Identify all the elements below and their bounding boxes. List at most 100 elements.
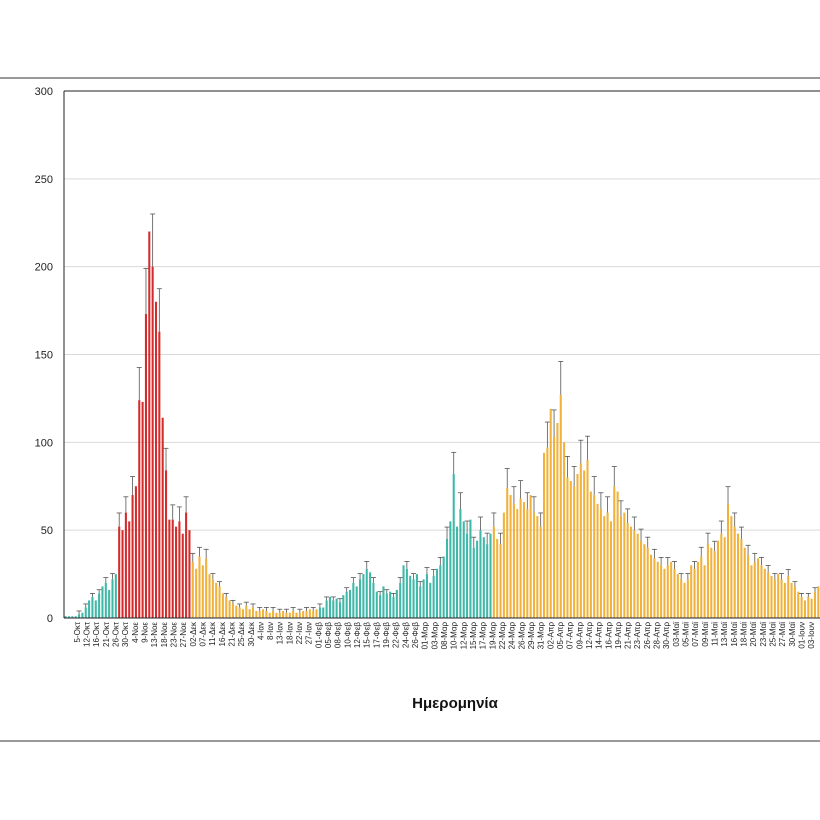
bar — [445, 538, 449, 618]
bar — [67, 616, 71, 618]
bar — [526, 509, 529, 618]
bar — [696, 561, 699, 618]
bar — [456, 526, 459, 618]
x-tick-label: 15-Φεβ — [363, 622, 372, 649]
x-tick-label: 02-Απρ — [546, 622, 555, 649]
bar — [486, 544, 489, 618]
bar — [797, 591, 800, 618]
bar — [198, 556, 201, 618]
bar — [783, 582, 786, 618]
bar — [348, 589, 352, 618]
bar — [593, 495, 596, 618]
bar — [489, 533, 492, 618]
y-tick-label: 300 — [35, 86, 53, 98]
x-tick-label: 26-Φεβ — [411, 622, 420, 649]
bar — [318, 607, 321, 618]
bar — [255, 610, 258, 618]
bar — [228, 600, 231, 618]
bar — [395, 589, 398, 618]
y-tick-label: 50 — [41, 525, 53, 537]
x-tick-label: 27-Μαϊ — [778, 622, 787, 647]
bar — [158, 331, 161, 618]
x-tick-label: 29-Μαρ — [527, 622, 536, 650]
bar — [723, 537, 726, 618]
x-tick-label: 03-Μαϊ — [672, 622, 681, 647]
bar — [686, 579, 689, 618]
x-tick-label: 23-Μαϊ — [759, 622, 768, 647]
bar — [144, 314, 147, 618]
bar — [653, 558, 656, 618]
bar — [579, 463, 582, 618]
x-tick-label: 21-Δεκ — [227, 621, 236, 646]
bar — [104, 582, 107, 618]
bar — [241, 609, 245, 618]
bar — [673, 568, 676, 618]
bar — [98, 593, 101, 618]
x-tick-label: 01-Μαρ — [421, 622, 430, 650]
y-tick-label: 250 — [35, 174, 53, 186]
bar — [777, 574, 780, 618]
bar — [131, 495, 134, 618]
bar — [730, 516, 733, 618]
bar — [94, 600, 97, 618]
bar — [168, 519, 171, 618]
bar — [328, 596, 331, 618]
bar — [763, 568, 766, 618]
bar — [817, 586, 820, 618]
bar — [71, 616, 74, 618]
x-tick-label: 05-Απρ — [556, 622, 565, 649]
bar — [566, 477, 569, 618]
bar — [138, 400, 141, 618]
bar — [342, 595, 345, 618]
bar — [737, 533, 740, 618]
bar — [563, 442, 566, 618]
bar — [215, 582, 218, 618]
bar — [372, 582, 375, 618]
bar — [128, 521, 131, 618]
x-tick-label: 11-Μαϊ — [711, 622, 720, 646]
x-tick-label: 9-Νοε — [140, 622, 149, 643]
bar — [118, 526, 121, 618]
bar — [469, 519, 472, 618]
y-tick-label: 100 — [35, 437, 53, 449]
bar — [539, 526, 542, 618]
bar — [589, 491, 592, 618]
bar — [452, 473, 455, 618]
bar — [345, 591, 348, 618]
bar — [108, 589, 111, 618]
bar — [365, 568, 368, 618]
bar — [419, 586, 422, 618]
bar — [439, 565, 442, 618]
y-tick-label: 0 — [47, 613, 53, 625]
bar — [690, 565, 693, 618]
bar — [800, 596, 803, 618]
bar — [559, 394, 562, 618]
x-tick-label: 8-Ιαν — [266, 622, 275, 640]
bar — [813, 591, 817, 618]
x-tick-label: 07-Απρ — [566, 622, 575, 649]
bar — [352, 582, 355, 618]
x-tick-label: 16-Οκτ — [92, 621, 101, 647]
bar — [472, 547, 475, 618]
bar — [335, 598, 338, 618]
bar — [556, 423, 559, 618]
bar — [603, 516, 606, 618]
x-tick-label: 01-Φεβ — [314, 622, 323, 649]
bar — [773, 579, 776, 618]
x-tick-label: 24-Μαρ — [508, 622, 517, 650]
bar — [435, 568, 439, 618]
bar — [459, 509, 462, 618]
x-tick-label: 25-Δεκ — [237, 621, 246, 646]
bar — [576, 473, 579, 618]
bar — [643, 544, 646, 618]
bar — [619, 516, 623, 618]
bar — [282, 610, 285, 618]
bar — [449, 521, 452, 618]
bar — [623, 512, 626, 618]
bar — [389, 591, 392, 618]
bar — [583, 470, 586, 618]
bar — [542, 452, 546, 618]
bar — [375, 591, 378, 618]
x-tick-label: 31-Μαρ — [537, 622, 546, 650]
bar — [660, 565, 663, 618]
